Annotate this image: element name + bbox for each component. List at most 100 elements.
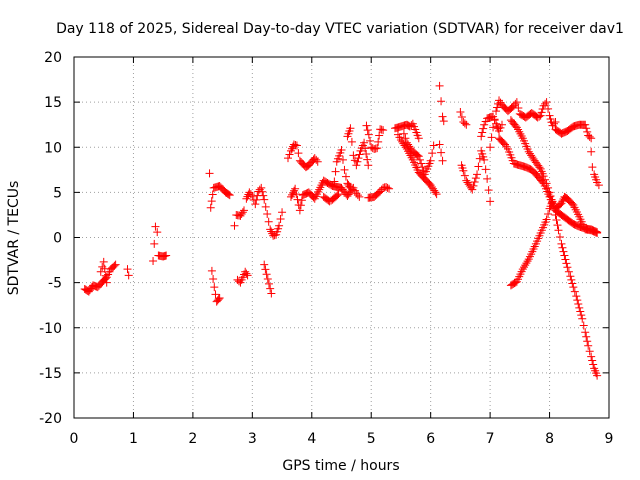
data-point xyxy=(285,150,294,159)
data-point xyxy=(539,172,548,181)
data-point xyxy=(554,226,563,235)
data-point xyxy=(252,195,261,204)
data-point xyxy=(289,188,298,197)
data-point xyxy=(437,97,446,106)
data-point xyxy=(242,194,251,203)
data-point xyxy=(582,332,591,341)
data-point xyxy=(457,113,466,122)
data-point xyxy=(292,190,301,199)
data-point xyxy=(224,190,233,199)
data-point xyxy=(568,279,577,288)
data-point xyxy=(240,206,249,215)
data-point xyxy=(294,149,303,158)
data-point xyxy=(594,181,603,190)
data-point xyxy=(266,284,275,293)
data-point xyxy=(363,126,372,135)
data-point xyxy=(150,239,159,248)
data-point xyxy=(334,190,343,199)
y-tick-label: 20 xyxy=(44,50,62,66)
data-point xyxy=(111,260,120,269)
data-point xyxy=(225,191,234,200)
data-point xyxy=(278,208,287,217)
data-point xyxy=(544,183,553,192)
y-tick-label: -5 xyxy=(48,276,62,292)
data-point xyxy=(583,337,592,346)
data-point xyxy=(438,112,447,121)
data-point xyxy=(337,145,346,154)
data-point xyxy=(297,196,306,205)
data-point xyxy=(579,321,588,330)
data-point xyxy=(460,119,469,128)
data-point xyxy=(587,134,596,143)
data-point xyxy=(429,141,438,150)
data-point xyxy=(264,217,273,226)
data-point xyxy=(207,266,216,275)
data-point xyxy=(474,162,483,171)
data-point xyxy=(515,127,524,136)
data-point xyxy=(251,200,260,209)
data-point xyxy=(345,182,354,191)
data-point xyxy=(561,255,570,264)
data-point xyxy=(478,128,487,137)
data-point xyxy=(360,138,369,147)
data-point xyxy=(288,190,297,199)
data-point xyxy=(276,214,285,223)
data-point xyxy=(573,296,582,305)
data-point xyxy=(581,120,590,129)
data-point xyxy=(577,311,586,320)
data-point xyxy=(124,271,133,280)
data-point xyxy=(536,111,545,120)
data-point xyxy=(263,275,272,284)
data-point xyxy=(363,155,372,164)
data-point xyxy=(435,81,444,90)
data-point xyxy=(153,228,162,237)
data-point xyxy=(545,188,554,197)
data-point xyxy=(267,289,276,298)
data-point xyxy=(333,191,342,200)
data-point xyxy=(313,157,322,166)
y-tick-label: -15 xyxy=(39,366,62,382)
data-point xyxy=(490,115,499,124)
data-point xyxy=(287,144,296,153)
data-point xyxy=(435,140,444,149)
data-point xyxy=(479,124,488,133)
data-point xyxy=(555,233,564,242)
data-point xyxy=(383,183,392,192)
data-point xyxy=(263,210,272,219)
data-point xyxy=(471,174,480,183)
x-tick-label: 7 xyxy=(486,431,495,447)
data-point xyxy=(346,183,355,192)
data-point xyxy=(162,251,171,260)
data-point xyxy=(364,130,373,139)
data-point xyxy=(560,251,569,260)
data-point xyxy=(437,148,446,157)
data-point xyxy=(477,132,486,141)
data-point xyxy=(544,104,553,113)
data-point xyxy=(366,136,375,145)
data-point xyxy=(353,191,362,200)
x-tick-label: 3 xyxy=(248,431,257,447)
x-tick-label: 6 xyxy=(426,431,435,447)
data-point xyxy=(535,163,544,172)
data-point xyxy=(498,120,506,129)
data-point xyxy=(243,271,252,280)
data-point xyxy=(537,108,546,117)
data-point xyxy=(286,146,295,155)
data-point xyxy=(470,177,479,186)
y-tick-label: -10 xyxy=(39,321,62,337)
data-point xyxy=(514,125,523,134)
data-point xyxy=(550,119,559,128)
data-point xyxy=(353,157,362,166)
data-point xyxy=(354,154,363,163)
data-point xyxy=(546,114,555,123)
data-point xyxy=(215,293,224,302)
data-point xyxy=(456,108,465,117)
data-point xyxy=(574,299,583,308)
data-point xyxy=(546,191,555,200)
data-point xyxy=(487,133,496,142)
x-tick-label: 8 xyxy=(545,431,554,447)
data-point xyxy=(516,129,525,138)
data-point xyxy=(582,124,591,133)
data-point xyxy=(275,221,284,230)
data-point xyxy=(480,155,489,164)
